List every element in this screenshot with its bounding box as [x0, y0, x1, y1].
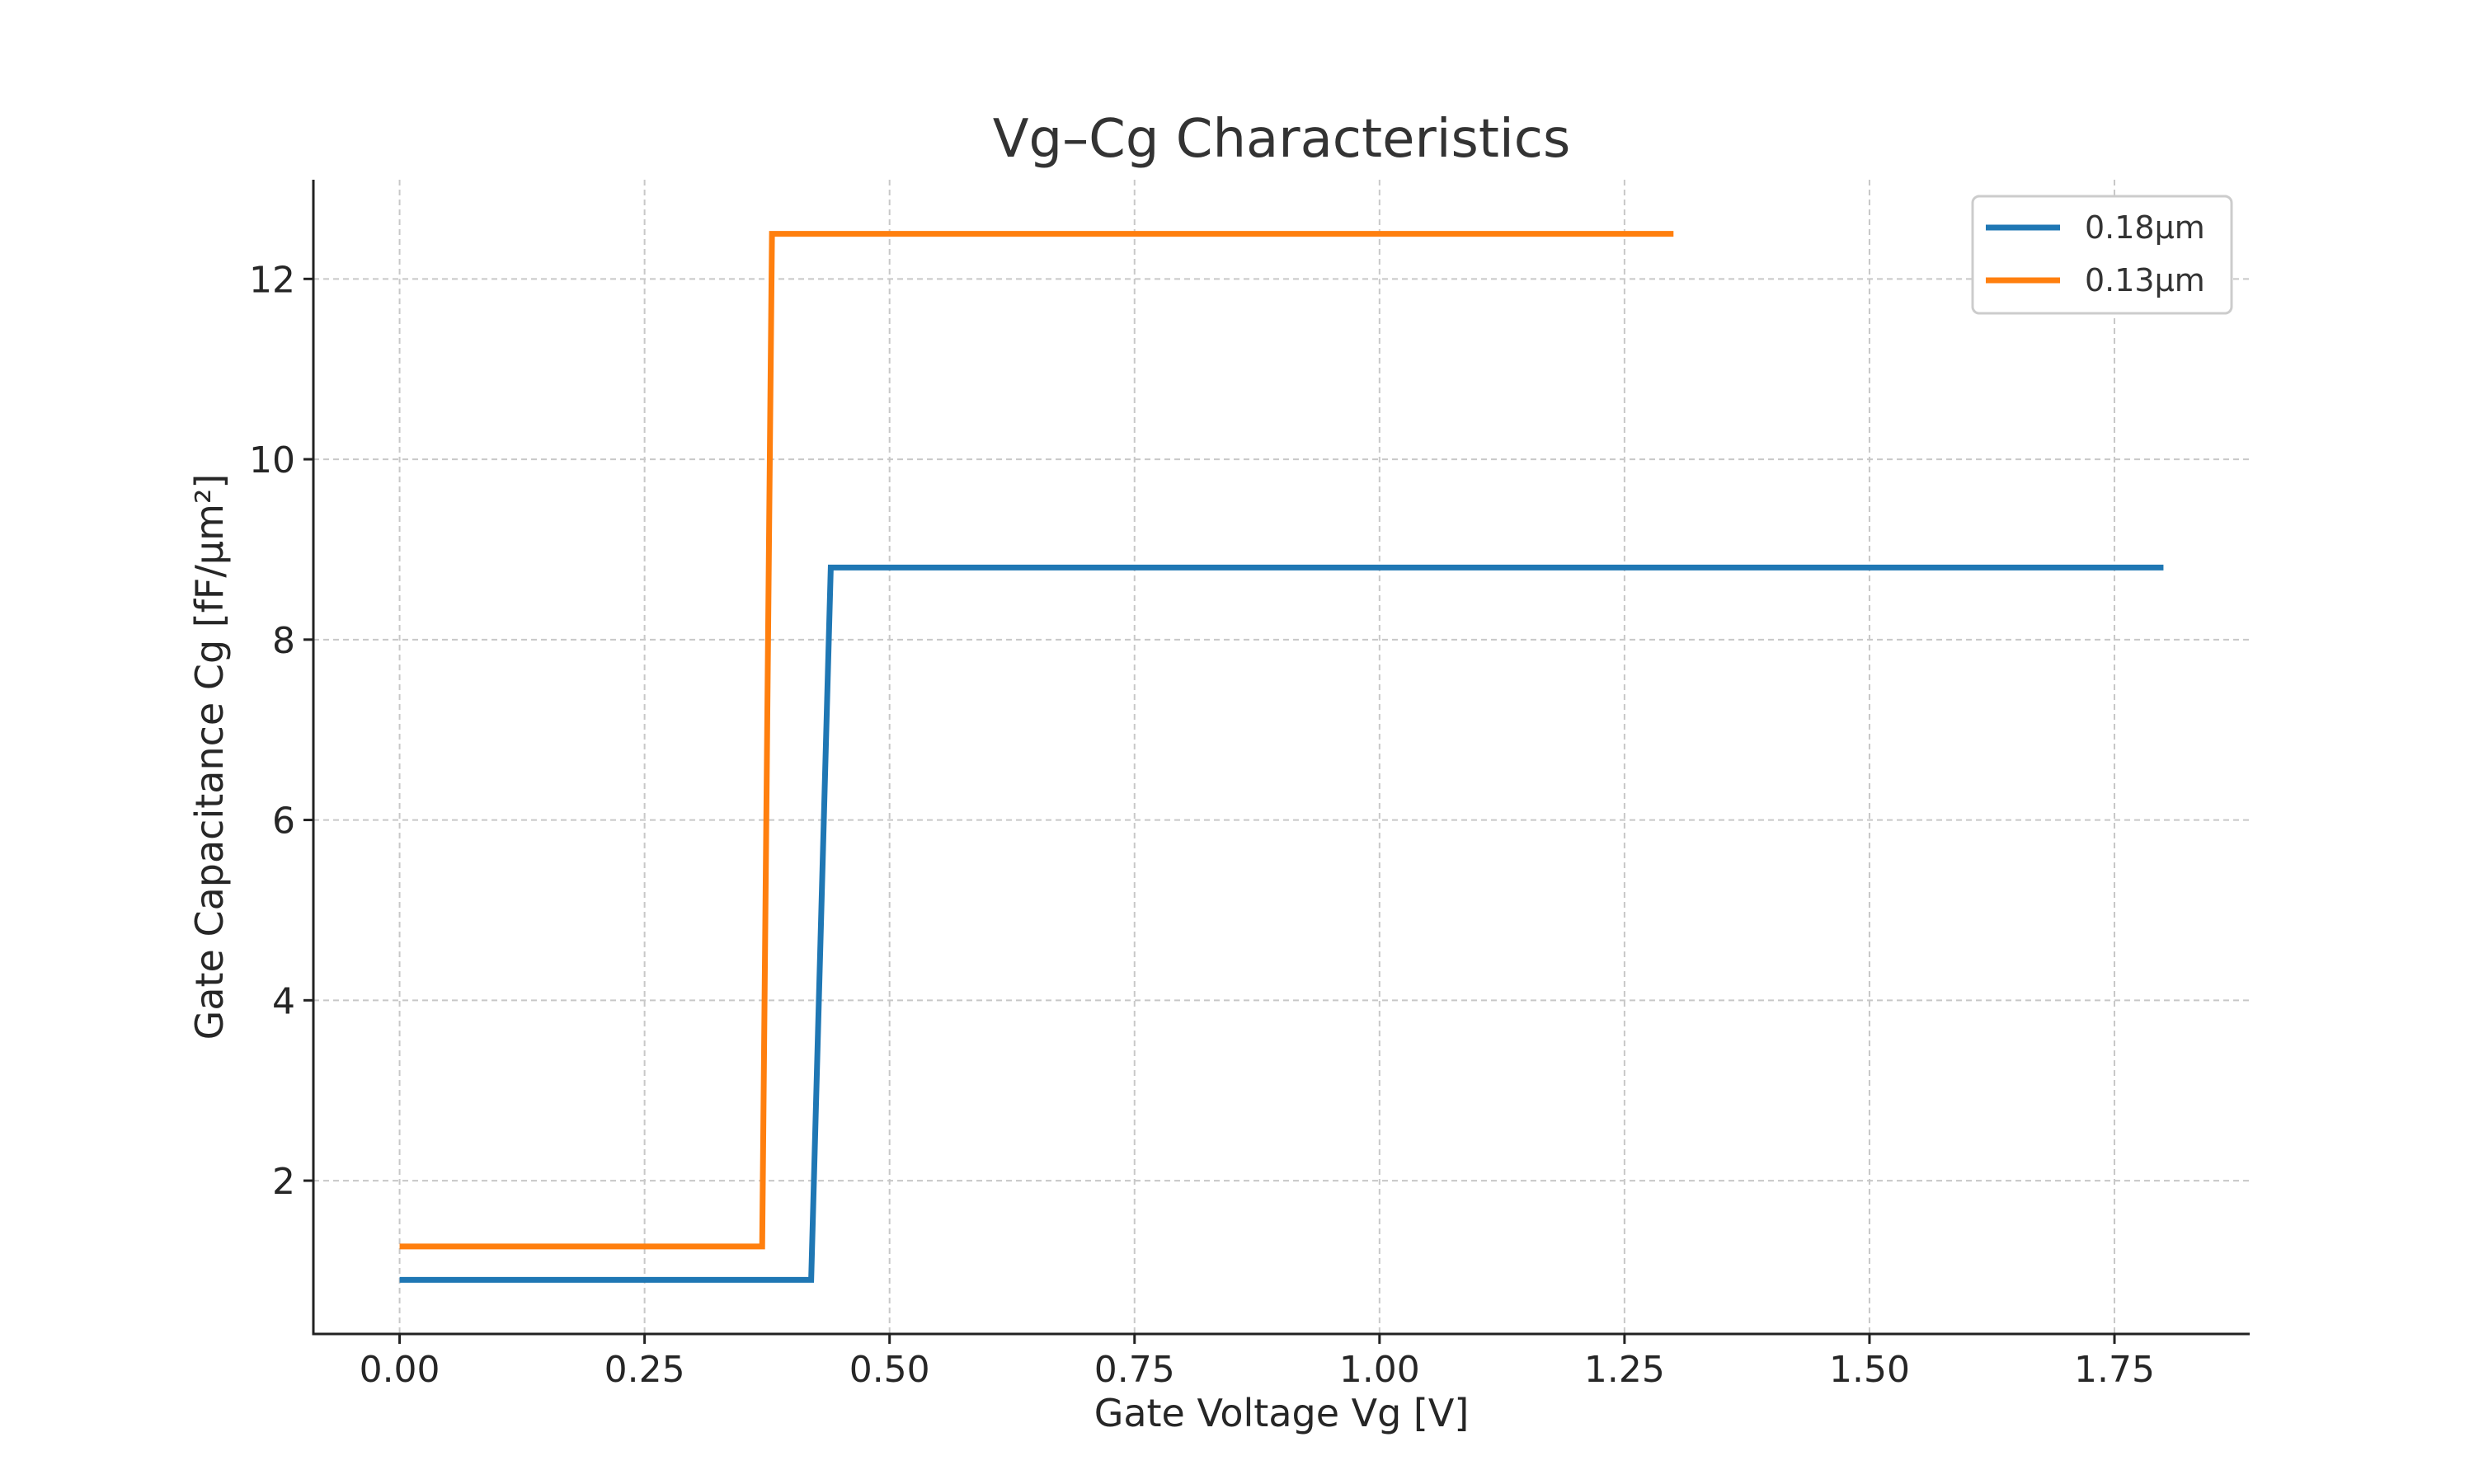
x-tick-label: 0.75 [1094, 1349, 1175, 1391]
x-tick-label: 1.00 [1339, 1349, 1420, 1391]
series-line-0 [399, 564, 2164, 1283]
y-tick-label: 6 [272, 801, 295, 843]
y-tick-label: 10 [249, 439, 295, 481]
x-tick-label: 0.25 [604, 1349, 685, 1391]
y-tick-label: 12 [249, 259, 295, 301]
y-axis-label: Gate Capacitance Cg [fF/μm²] [187, 474, 232, 1040]
axis-spines [312, 180, 2250, 1336]
x-tick-label: 1.50 [1829, 1349, 1910, 1391]
chart-title: Vg–Cg Characteristics [993, 109, 1571, 170]
legend-label-1: 0.13μm [2085, 262, 2205, 298]
legend: 0.18μm 0.13μm [1971, 195, 2233, 315]
legend-label-0: 0.18μm [2085, 209, 2205, 246]
x-tick-label: 0.00 [360, 1349, 440, 1391]
x-tick-label: 1.25 [1584, 1349, 1665, 1391]
y-tick-label: 4 [272, 980, 295, 1022]
y-tick-label: 8 [272, 620, 295, 662]
axes [312, 180, 2250, 1336]
series-line-1 [399, 231, 1674, 1250]
x-tick-label: 1.75 [2074, 1349, 2155, 1391]
ticks: 0.00 0.25 0.50 0.75 1.00 1.25 1.50 1.75 2 4 6 8 10 12 [249, 259, 2155, 1391]
grid [313, 180, 2250, 1334]
x-axis-label: Gate Voltage Vg [V] [1094, 1391, 1470, 1435]
x-tick-label: 0.50 [849, 1349, 930, 1391]
series-lines [399, 231, 2164, 1283]
y-tick-label: 2 [272, 1161, 295, 1203]
